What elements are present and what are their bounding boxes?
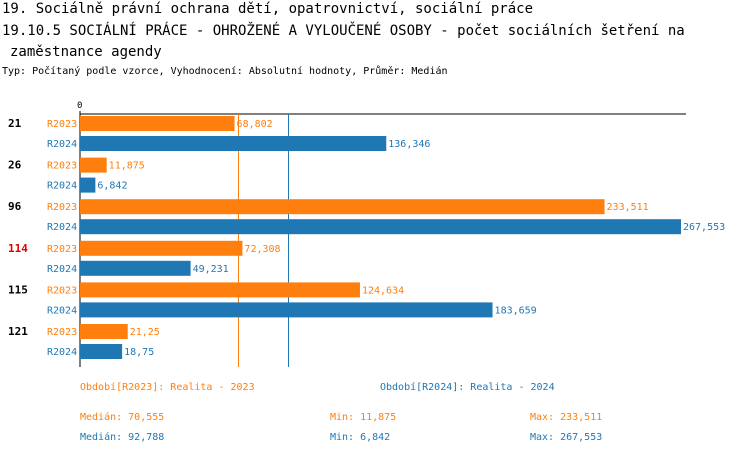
chart-title-line-1: 19. Sociálně právní ochrana dětí, opatro… [2, 1, 534, 17]
category-label: 96 [8, 200, 22, 213]
data-label-r2023-121: 21,25 [130, 327, 160, 338]
legend-r2024-max: Max: 267,553 [530, 432, 603, 443]
series-label-r2024: R2024 [47, 264, 77, 275]
bar-r2023-21 [80, 116, 235, 131]
bar-r2024-115 [80, 302, 493, 318]
bar-r2024-26 [80, 177, 96, 193]
data-label-r2024-115: 183,659 [495, 305, 537, 316]
series-label-r2023: R2023 [47, 202, 77, 213]
legend-r2024-min: Min: 6,842 [330, 432, 391, 443]
data-label-r2024-26: 6,842 [97, 181, 127, 192]
bar-r2023-115 [80, 282, 360, 298]
data-label-r2023-115: 124,634 [362, 285, 404, 296]
series-label-r2023: R2023 [47, 285, 77, 296]
data-label-r2024-114: 49,231 [193, 264, 229, 275]
chart-title-line-2: 19.10.5 SOCIÁLNÍ PRÁCE - OHROŽENÉ A VYLO… [2, 23, 685, 39]
data-label-r2024-21: 136,346 [388, 139, 430, 150]
chart-title-line-3: zaměstnance agendy [10, 44, 162, 60]
bar-r2023-114 [80, 240, 243, 256]
bar-r2024-121 [80, 344, 123, 359]
bar-r2024-114 [80, 260, 191, 276]
category-label: 26 [8, 159, 22, 172]
series-label-r2023: R2023 [47, 119, 77, 130]
data-label-r2024-121: 18,75 [124, 347, 154, 358]
bar-r2023-26 [80, 157, 107, 173]
category-label: 21 [8, 117, 22, 130]
legend-r2024-median: Medián: 92,788 [80, 432, 165, 443]
series-label-r2024: R2024 [47, 181, 77, 192]
legend-r2023-max: Max: 233,511 [530, 412, 603, 423]
bar-r2023-121 [80, 324, 128, 339]
series-label-r2023: R2023 [47, 244, 77, 255]
series-label-r2023: R2023 [47, 327, 77, 338]
data-label-r2023-96: 233,511 [607, 202, 649, 213]
series-label-r2024: R2024 [47, 347, 77, 358]
category-label: 114 [8, 242, 28, 255]
category-label: 115 [8, 283, 28, 296]
legend-r2023-median: Medián: 70,555 [80, 412, 165, 423]
chart-subtitle: Typ: Počítaný podle vzorce, Vyhodnocení:… [2, 66, 448, 77]
legend-r2024-period: Období[R2024]: Realita - 2024 [380, 382, 555, 393]
legend-r2023-period: Období[R2023]: Realita - 2023 [80, 382, 255, 393]
data-label-r2024-96: 267,553 [683, 222, 725, 233]
series-label-r2024: R2024 [47, 222, 77, 233]
bar-r2023-96 [80, 199, 605, 215]
data-label-r2023-21: 68,802 [237, 119, 273, 130]
data-label-r2023-114: 72,308 [244, 244, 280, 255]
x-axis-zero-label: 0 [77, 101, 82, 111]
series-label-r2023: R2023 [47, 161, 77, 172]
series-label-r2024: R2024 [47, 139, 77, 150]
series-label-r2024: R2024 [47, 305, 77, 316]
bar-r2024-96 [80, 219, 681, 235]
data-label-r2023-26: 11,875 [109, 161, 145, 172]
bar-r2024-21 [80, 136, 387, 151]
category-label: 121 [8, 325, 28, 338]
legend-r2023-min: Min: 11,875 [330, 412, 397, 423]
